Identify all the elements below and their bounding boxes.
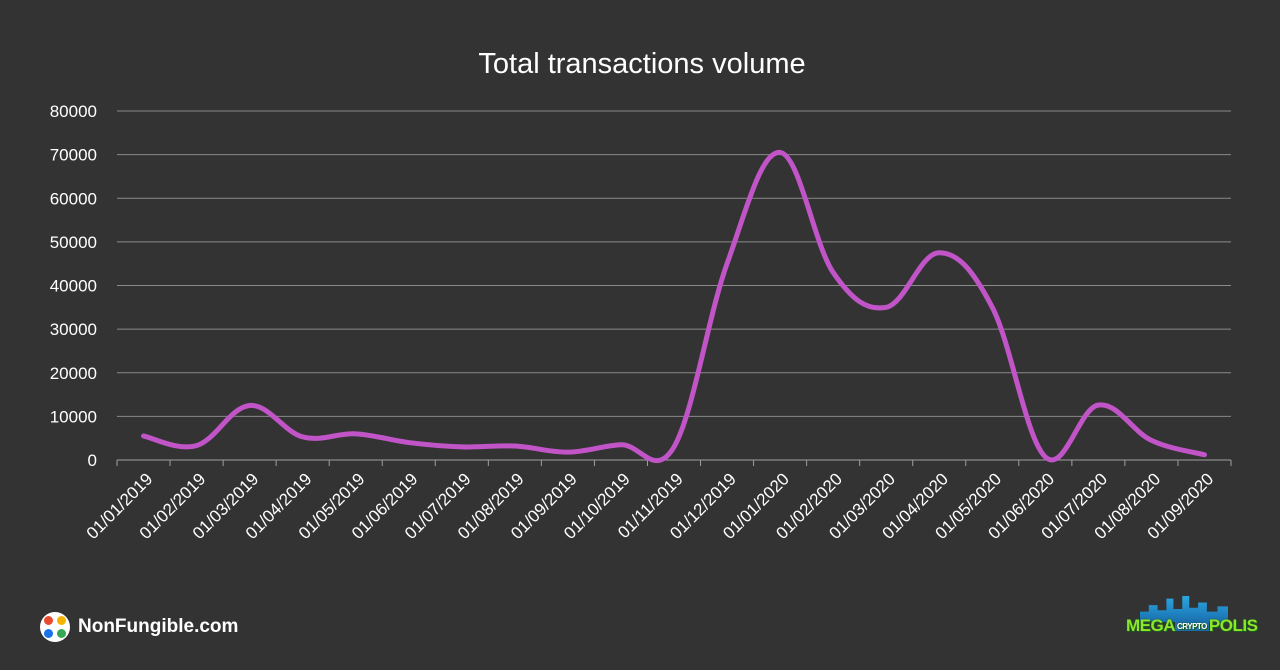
- nonfungible-logo-icon: [40, 612, 70, 642]
- chart-title: Total transactions volume: [478, 48, 805, 80]
- logo-polis-text: POLIS: [1208, 616, 1258, 635]
- series-layer: [141, 149, 1207, 464]
- y-tick-label: 10000: [50, 407, 97, 426]
- megacryptopolis-logo: MEGA CRYPTO POLIS: [1126, 596, 1258, 650]
- y-tick-label: 40000: [50, 277, 97, 296]
- y-axis: 0 10000 20000 30000 40000 50000 60000 70000 8000…: [50, 102, 97, 470]
- logo-mega-text: MEGA: [1126, 616, 1176, 635]
- nonfungible-logo-text: NonFungible.com: [78, 616, 239, 637]
- gridlines: [117, 110, 1231, 417]
- nonfungible-logo: NonFungible.com: [40, 612, 238, 642]
- series-line-0: [141, 149, 1207, 464]
- y-tick-label: 70000: [50, 146, 97, 165]
- x-axis: 01/01/201901/02/201901/03/201901/04/2019…: [83, 459, 1232, 543]
- y-tick-label: 50000: [50, 233, 97, 252]
- logo-crypto-text: CRYPTO: [1175, 622, 1209, 632]
- y-tick-label: 0: [88, 451, 97, 470]
- y-tick-label: 80000: [50, 102, 97, 121]
- y-tick-label: 30000: [50, 320, 97, 339]
- y-tick-label: 60000: [50, 189, 97, 208]
- y-tick-label: 20000: [50, 364, 97, 383]
